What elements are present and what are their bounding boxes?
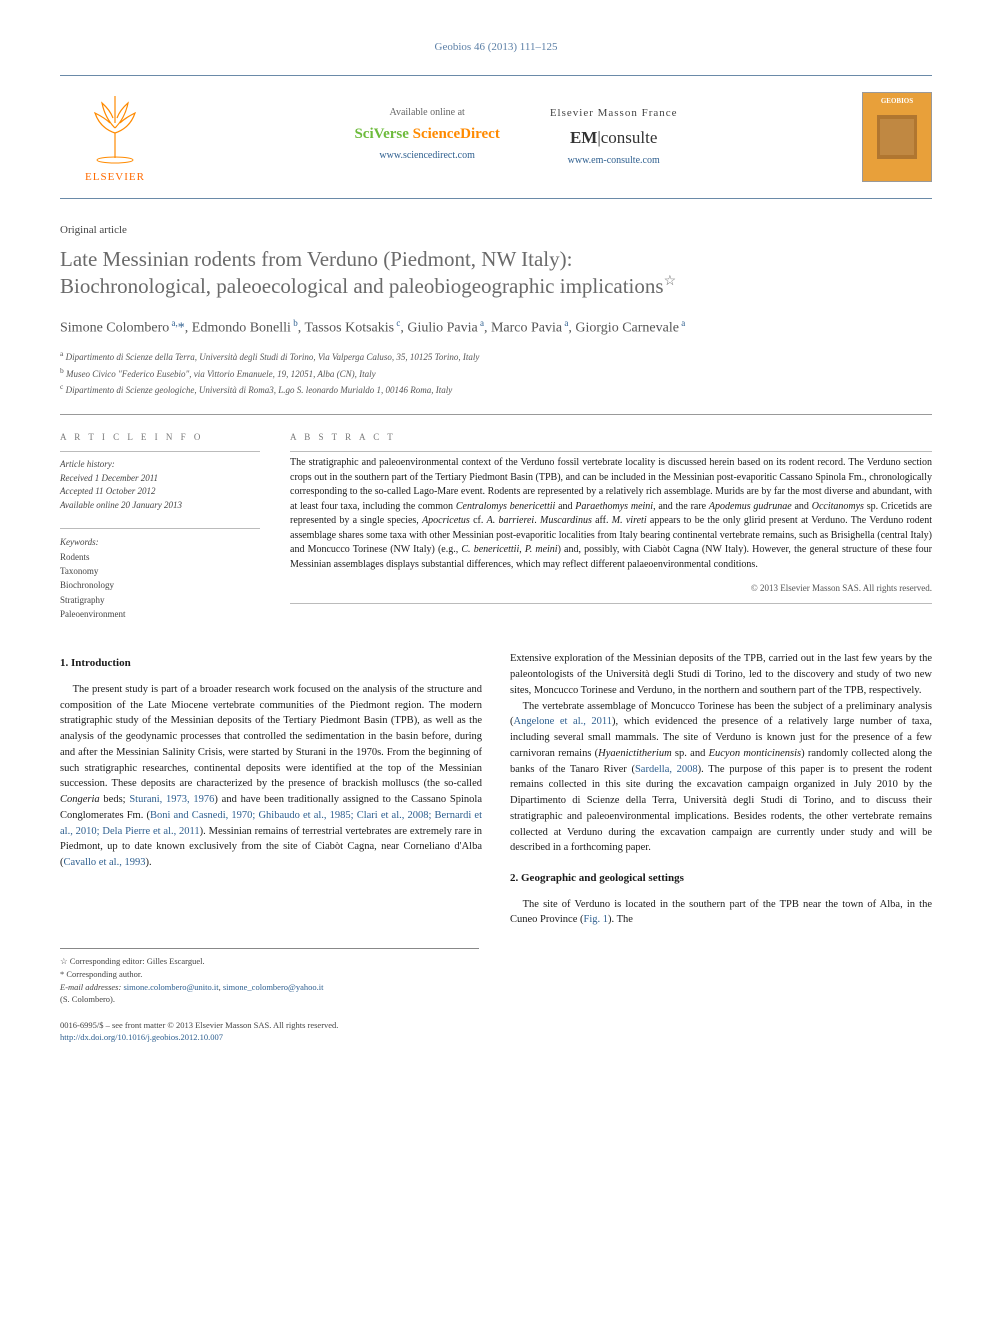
article-info-col: A R T I C L E I N F O Article history: R… [60, 431, 260, 622]
body-col-left: 1. Introduction The present study is par… [60, 651, 482, 928]
journal-cover-thumb: GEOBIOS [862, 92, 932, 182]
emconsulte-url[interactable]: www.em-consulte.com [550, 154, 678, 168]
footer-block: 0016-6995/$ – see front matter © 2013 El… [60, 1020, 932, 1044]
citation-link[interactable]: Sardella, 2008 [635, 764, 698, 775]
sciencedirect-col: Available online at SciVerse ScienceDire… [354, 106, 499, 167]
affiliations: a Dipartimento di Scienze della Terra, U… [60, 348, 932, 398]
author-list: Simone Colombero a,*, Edmondo Bonelli b,… [60, 317, 932, 338]
abstract-text: The stratigraphic and paleoenvironmental… [290, 451, 932, 572]
article-title: Late Messinian rodents from Verduno (Pie… [60, 246, 932, 301]
email-person: (S. Colombero). [60, 994, 115, 1004]
abstract-col: A B S T R A C T The stratigraphic and pa… [290, 431, 932, 622]
cover-image-icon [872, 107, 922, 167]
citation-link[interactable]: Angelone et al., 2011 [514, 716, 613, 727]
email-link-1[interactable]: simone.colombero@unito.it [123, 982, 218, 992]
available-at-label: Available online at [354, 106, 499, 120]
publisher-panel: ELSEVIER Available online at SciVerse Sc… [60, 75, 932, 198]
section-1-para-1: The present study is part of a broader r… [60, 682, 482, 871]
title-footnote-star: ☆ [664, 274, 677, 289]
sciverse-logo: SciVerse ScienceDirect [354, 124, 499, 145]
elsevier-label: ELSEVIER [85, 170, 145, 185]
title-line-1: Late Messinian rodents from Verduno (Pie… [60, 247, 572, 271]
section-2-para-1: The site of Verduno is located in the so… [510, 897, 932, 929]
footnote-emails: E-mail addresses: simone.colombero@unito… [60, 981, 479, 1007]
footnote-corresponding: * Corresponding author. [60, 968, 479, 981]
em-text: EM [570, 128, 597, 147]
info-abstract-row: A R T I C L E I N F O Article history: R… [60, 414, 932, 622]
section-1-para-2: Extensive exploration of the Messinian d… [510, 651, 932, 698]
section-2-heading: 2. Geographic and geological settings [510, 870, 932, 887]
keyword-item: Stratigraphy [60, 593, 260, 607]
journal-header: Geobios 46 (2013) 111–125 [60, 40, 932, 55]
email-label: E-mail addresses: [60, 982, 121, 992]
article-type: Original article [60, 223, 932, 238]
affiliation-a: a Dipartimento di Scienze della Terra, U… [60, 348, 932, 365]
sciencedirect-url[interactable]: www.sciencedirect.com [354, 149, 499, 163]
masson-head: Elsevier Masson France [550, 106, 678, 121]
history-online: Available online 20 January 2013 [60, 499, 260, 513]
emconsulte-logo: EM|consulte [550, 126, 678, 150]
footnotes: ☆ Corresponding editor: Gilles Escarguel… [60, 948, 479, 1006]
keyword-item: Biochronology [60, 578, 260, 592]
article-history: Article history: Received 1 December 201… [60, 451, 260, 512]
elsevier-logo-block: ELSEVIER [60, 88, 170, 185]
keyword-item: Taxonomy [60, 564, 260, 578]
section-1-heading: 1. Introduction [60, 655, 482, 672]
consulte-text: |consulte [597, 128, 657, 147]
history-accepted: Accepted 11 October 2012 [60, 485, 260, 499]
body-col-right: Extensive exploration of the Messinian d… [510, 651, 932, 928]
email-link-2[interactable]: simone_colombero@yahoo.it [223, 982, 324, 992]
title-line-2: Biochronological, paleoecological and pa… [60, 274, 664, 298]
citation-link[interactable]: Cavallo et al., 1993 [64, 857, 146, 868]
article-info-heading: A R T I C L E I N F O [60, 431, 260, 444]
keyword-item: Rodents [60, 550, 260, 564]
masson-col: Elsevier Masson France EM|consulte www.e… [550, 106, 678, 167]
section-1-para-3: The vertebrate assemblage of Moncucco To… [510, 699, 932, 857]
cover-title: GEOBIOS [881, 97, 913, 107]
sciencedirect-text: ScienceDirect [413, 126, 500, 142]
sciverse-text: SciVerse [354, 126, 412, 142]
body-columns: 1. Introduction The present study is par… [60, 651, 932, 928]
figure-link[interactable]: Fig. 1 [584, 914, 609, 925]
citation-link[interactable]: Boni and Casnedi, 1970; Ghibaudo et al.,… [60, 810, 482, 837]
doi-link[interactable]: http://dx.doi.org/10.1016/j.geobios.2012… [60, 1032, 223, 1042]
keywords-block: Keywords: Rodents Taxonomy Biochronology… [60, 528, 260, 621]
history-head: Article history: [60, 458, 260, 472]
footnote-editor: ☆ Corresponding editor: Gilles Escarguel… [60, 955, 479, 968]
affiliation-b: b Museo Civico "Federico Eusebio", via V… [60, 365, 932, 382]
availability-block: Available online at SciVerse ScienceDire… [170, 106, 862, 167]
keywords-head: Keywords: [60, 535, 260, 549]
abstract-heading: A B S T R A C T [290, 431, 932, 444]
copyright-line: © 2013 Elsevier Masson SAS. All rights r… [290, 582, 932, 604]
issn-line: 0016-6995/$ – see front matter © 2013 El… [60, 1020, 932, 1032]
keyword-item: Paleoenvironment [60, 607, 260, 621]
history-received: Received 1 December 2011 [60, 472, 260, 486]
affiliation-c: c Dipartimento di Scienze geologiche, Un… [60, 381, 932, 398]
citation-link[interactable]: Sturani, 1973, 1976 [129, 794, 214, 805]
elsevier-tree-icon [80, 88, 150, 168]
